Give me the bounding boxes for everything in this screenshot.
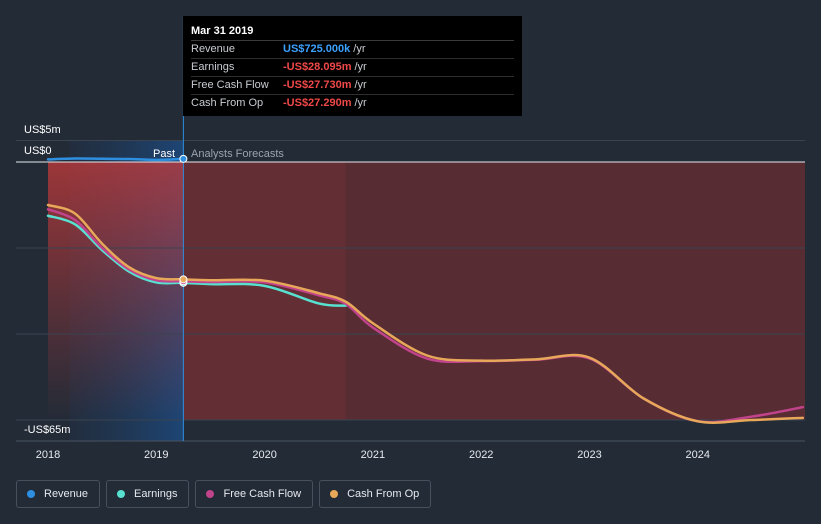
legend-item-free-cash-flow[interactable]: Free Cash Flow <box>195 480 314 508</box>
tooltip-date: Mar 31 2019 <box>191 22 514 41</box>
tooltip-value: -US$27.290m <box>283 97 352 109</box>
past-label: Past <box>153 148 175 160</box>
y-label-top: US$5m <box>24 124 61 136</box>
x-tick-label: 2018 <box>36 449 60 461</box>
x-tick-label: 2022 <box>469 449 493 461</box>
series-line-revenue <box>46 157 185 162</box>
tooltip-unit: /yr <box>353 43 366 55</box>
tooltip-label: Cash From Op <box>191 97 264 109</box>
negative-past-region <box>48 162 184 420</box>
legend-item-cash-from-op[interactable]: Cash From Op <box>319 480 432 508</box>
legend-dot-icon <box>27 490 35 498</box>
x-tick-label: 2021 <box>361 449 385 461</box>
tooltip-row-free-cash-flow: Free Cash Flow -US$27.730m /yr <box>191 77 514 95</box>
legend-dot-icon <box>330 490 339 498</box>
tooltip-value: -US$28.095m <box>283 61 352 73</box>
marker-revenue <box>179 154 188 163</box>
marker-cash-from-op <box>179 275 188 284</box>
series-line-cash-from-op <box>46 203 805 424</box>
tooltip-row-earnings: Earnings -US$28.095m /yr <box>191 59 514 77</box>
legend-label: Cash From Op <box>347 488 420 500</box>
tooltip-unit: /yr <box>354 97 367 109</box>
tooltip-row-revenue: Revenue US$725.000k /yr <box>191 41 514 59</box>
legend: Revenue Earnings Free Cash Flow Cash Fro… <box>16 480 432 508</box>
tooltip-value: -US$27.730m <box>283 79 352 91</box>
legend-item-revenue[interactable]: Revenue <box>16 480 101 508</box>
legend-label: Earnings <box>134 488 178 500</box>
legend-dot-icon <box>117 490 126 498</box>
x-tick-label: 2020 <box>252 449 276 461</box>
tooltip: Mar 31 2019 Revenue US$725.000k /yr Earn… <box>183 16 522 116</box>
tooltip-row-cash-from-op: Cash From Op -US$27.290m /yr <box>191 95 514 112</box>
tooltip-value: US$725.000k <box>283 43 351 55</box>
legend-dot-icon <box>206 490 215 498</box>
forecast-label: Analysts Forecasts <box>191 148 284 160</box>
tooltip-label: Earnings <box>191 61 235 73</box>
tooltip-label: Revenue <box>191 43 236 55</box>
x-tick-label: 2019 <box>144 449 168 461</box>
y-label-bottom: -US$65m <box>24 424 70 436</box>
x-tick-label: 2023 <box>577 449 601 461</box>
tooltip-label: Free Cash Flow <box>191 79 269 91</box>
legend-label: Free Cash Flow <box>223 488 302 500</box>
y-label-zero: US$0 <box>24 145 52 157</box>
tooltip-unit: /yr <box>354 79 367 91</box>
x-tick-label: 2024 <box>686 449 710 461</box>
legend-label: Revenue <box>44 488 89 500</box>
negative-forecast-region <box>183 162 346 420</box>
series-line-earnings <box>46 214 348 307</box>
legend-item-earnings[interactable]: Earnings <box>106 480 190 508</box>
tooltip-unit: /yr <box>354 61 367 73</box>
negative-far-region <box>345 162 805 420</box>
